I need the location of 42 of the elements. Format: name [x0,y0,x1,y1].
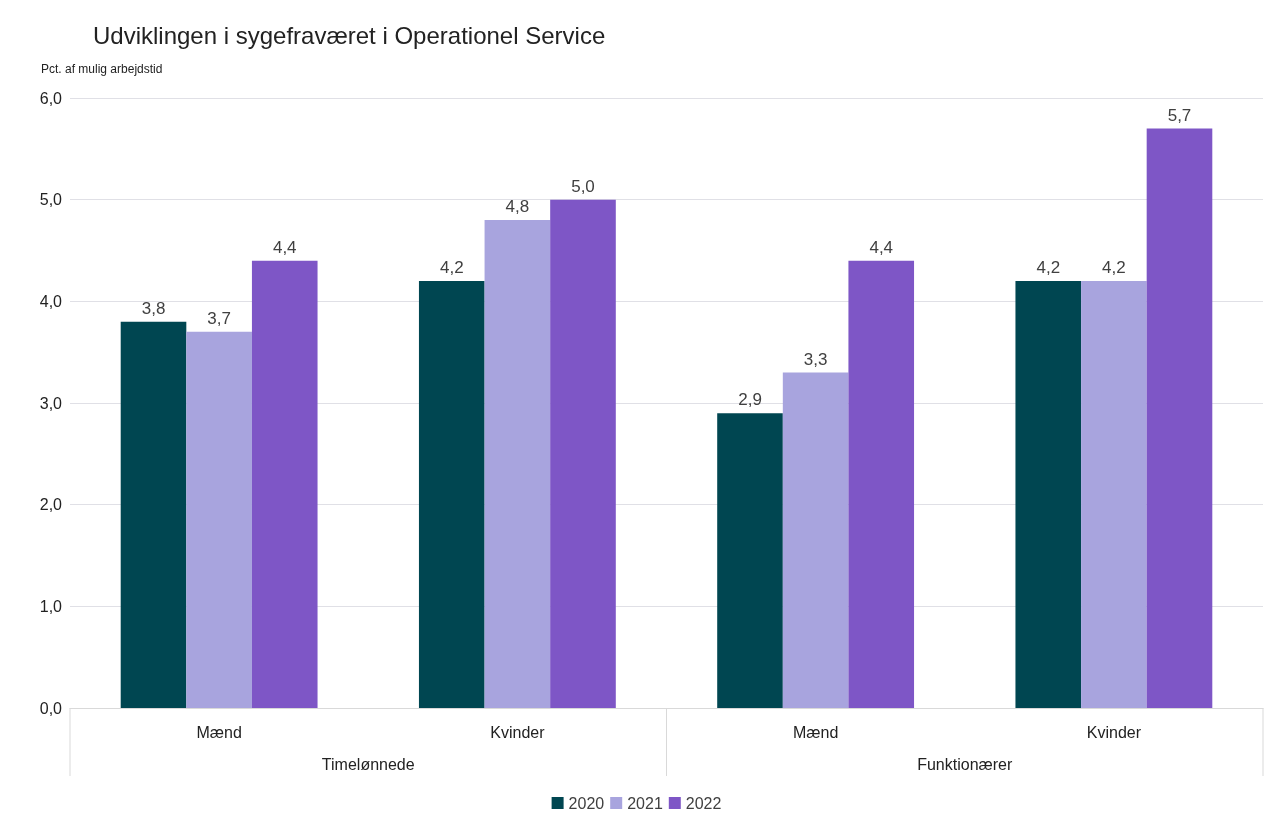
legend-label: 2021 [627,794,663,812]
legend-label: 2022 [685,794,722,812]
y-tick-label: 1,0 [39,597,63,615]
bar [550,199,616,708]
x-tick-label: Mænd [196,723,242,741]
chart-title: Udviklingen i sygefraværet i Operationel Service [93,21,606,49]
y-tick-label: 3,0 [39,394,63,412]
data-label: 4,2 [1036,258,1061,277]
y-tick-label: 4,0 [39,292,63,310]
data-label: 3,3 [803,349,828,369]
x-tick-label: Kvinder [1086,723,1142,741]
bar [1015,281,1082,708]
y-tick-label: 0,0 [39,699,63,717]
x-tick-label: Mænd [792,723,839,741]
data-label: 3,8 [141,298,166,318]
data-label: 3,7 [207,308,231,328]
data-label: 4,8 [505,197,530,216]
bar [186,331,252,708]
text: Funktionærer [917,755,1013,773]
data-label: 2,9 [738,390,762,410]
bar [848,260,915,708]
y-tick-label: 6,0 [39,89,63,107]
data-label: 5,7 [1167,105,1192,125]
data-label: 4,4 [272,237,297,257]
text: Timelønnede [321,755,415,773]
x-tick-label: Kvinder [490,723,546,741]
bar [484,220,551,708]
bar [717,413,783,708]
bar [418,281,485,708]
y-axis-title: Pct. af mulig arbejdstid [41,62,163,76]
data-label: 4,2 [1102,258,1126,277]
bar [120,321,187,708]
legend-label: 2020 [568,794,605,812]
y-tick-label: 2,0 [39,496,63,514]
data-label: 4,4 [869,237,894,257]
data-label: 4,2 [439,258,464,277]
y-tick-label: 5,0 [39,191,63,209]
bar [251,260,318,708]
bar [1081,281,1147,708]
bar [782,372,849,708]
data-label: 5,0 [571,176,595,196]
bar [1146,128,1213,708]
